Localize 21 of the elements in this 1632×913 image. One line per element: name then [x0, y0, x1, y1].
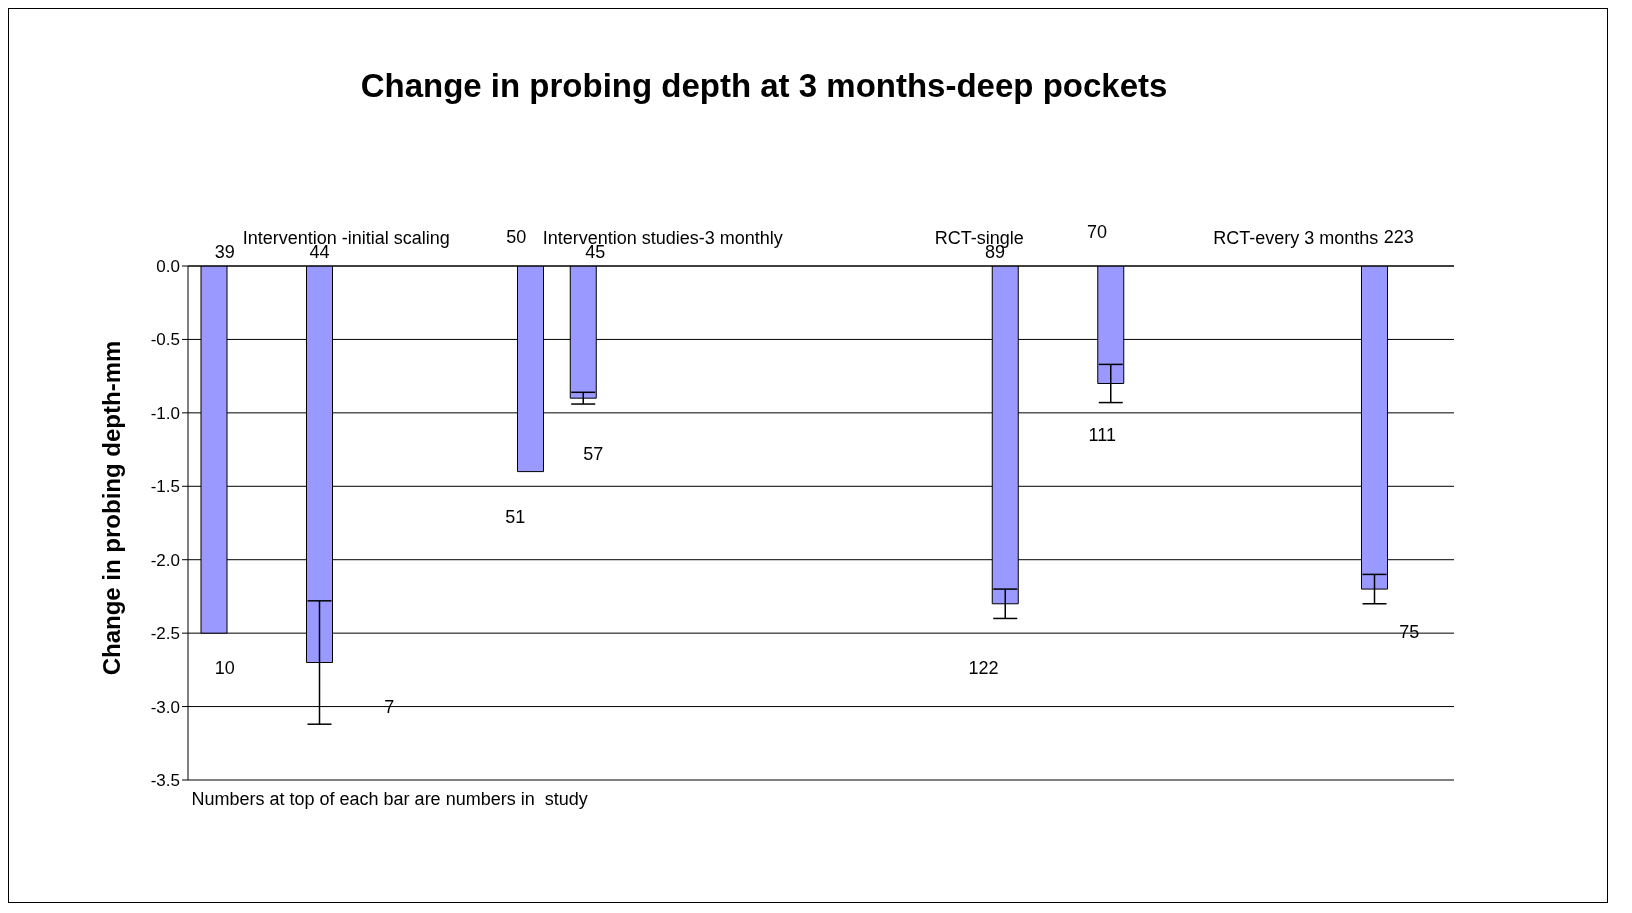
y-tick-label: -3.0	[150, 697, 180, 717]
y-tick-label: -0.5	[150, 330, 180, 350]
text: 223	[1383, 227, 1414, 248]
annotation: 51	[504, 507, 527, 529]
y-axis-title: Change in probing depth-mm	[98, 339, 126, 678]
annotation: 111	[1087, 425, 1117, 447]
text: 39	[214, 241, 235, 262]
y-tick-label: 0.0	[156, 257, 180, 277]
annotation: 122	[967, 658, 1000, 680]
text: 70	[1087, 222, 1108, 243]
y-tick-label: -1.0	[150, 403, 180, 423]
chart-title: Change in probing depth at 3 months-deep pockets	[359, 67, 1169, 105]
text: 50	[506, 227, 527, 248]
y-tick-label: -2.0	[150, 550, 180, 570]
y-tick-label: -1.5	[150, 477, 180, 497]
text: Numbers at top of each bar are numbers in study	[191, 789, 589, 811]
y-tick-label: -3.5	[150, 771, 180, 791]
x-tick-label: RCT-every 3 months	[1213, 228, 1379, 248]
annotation: 57	[582, 443, 605, 465]
y-tick-label: -2.5	[150, 624, 180, 644]
annotation: 10	[213, 658, 236, 680]
